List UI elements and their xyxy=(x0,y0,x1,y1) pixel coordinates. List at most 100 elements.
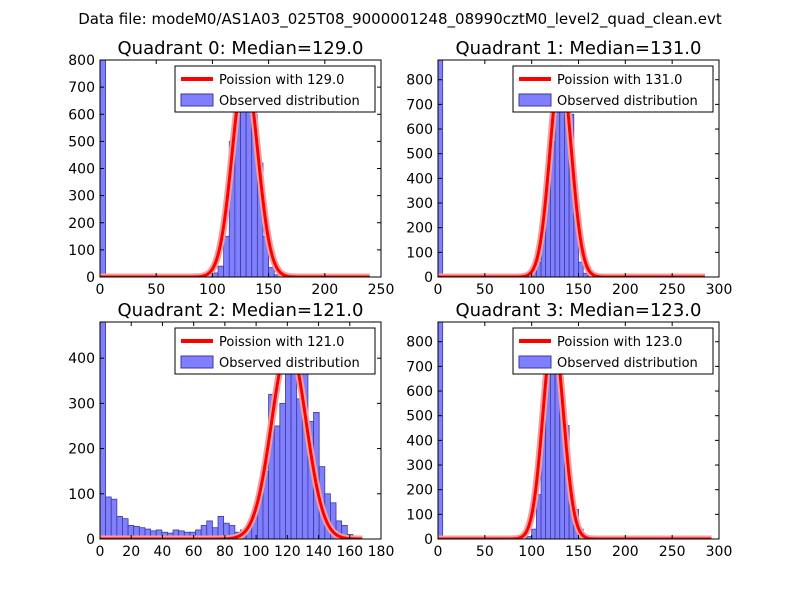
subplot-grid: Quadrant 0: Median=129.00 50 100 150 200 2500… xyxy=(68,38,732,560)
quadrant-3-bar xyxy=(531,528,537,539)
quadrant-2-bar xyxy=(290,362,298,539)
quadrant-2-bar xyxy=(105,496,112,539)
quadrant-2-bar xyxy=(110,498,118,539)
quadrant-2-xtick-label: 140 xyxy=(305,544,332,560)
quadrant-0-ytick-label: 600 xyxy=(68,107,95,123)
quadrant-2-ytick-label: 100 xyxy=(68,487,95,503)
quadrant-0-legend: Poission with 129.0 Observed distribution xyxy=(174,65,376,113)
quadrant-2-title: Quadrant 2: Median=121.0 xyxy=(118,300,364,321)
quadrant-0-xtick-label: 200 xyxy=(311,282,338,298)
quadrant-0-ytick-label: 0 xyxy=(86,270,95,286)
quadrant-0-poisson-curve xyxy=(100,69,371,277)
quadrant-2-xtick-label: 80 xyxy=(216,544,234,560)
quadrant-3-xtick-label: 100 xyxy=(518,544,545,560)
quadrant-1-ytick-label: 400 xyxy=(406,171,433,187)
quadrant-0-ytick-label: 500 xyxy=(68,134,95,150)
quadrant-1-bar xyxy=(582,272,589,277)
quadrant-3-ytick-label: 0 xyxy=(424,532,433,548)
quadrant-1-bar xyxy=(438,60,444,277)
quadrant-0-ytick-label: 700 xyxy=(68,80,95,96)
quadrant-1-xtick-label: 300 xyxy=(706,282,733,298)
quadrant-1-title: Quadrant 1: Median=131.0 xyxy=(456,38,702,59)
quadrant-3-ytick-label: 800 xyxy=(406,335,433,351)
quadrant-2-ytick-label: 200 xyxy=(68,442,95,458)
quadrant-1-xtick-label: 100 xyxy=(518,282,545,298)
quadrant-2-xtick-label: 60 xyxy=(185,544,203,560)
quadrant-2-legend-curve-label: Poission with 121.0 xyxy=(219,335,344,350)
quadrant-3-panel: Quadrant 3: Median=123.0 0 50 100 150 200 250 3… xyxy=(406,300,732,560)
quadrant-3-title: Quadrant 3: Median=123.0 xyxy=(456,300,702,321)
quadrant-1-legend-hist-label: Observed distribution xyxy=(557,94,698,109)
quadrant-3-legend: Poission with 123.0 Observed distribution xyxy=(512,327,714,375)
quadrant-3-xtick-label: 300 xyxy=(706,544,733,560)
quadrant-3-xtick-label: 50 xyxy=(476,544,494,560)
quadrant-1-legend-curve-label: Poission with 131.0 xyxy=(557,73,682,88)
quadrant-2-xtick-label: 120 xyxy=(274,544,301,560)
figure-suptitle: Data file: modeM0/AS1A03_025T08_90000012… xyxy=(78,10,722,29)
quadrant-0-legend-bar-swatch xyxy=(180,93,214,107)
quadrant-2-xtick-label: 20 xyxy=(122,544,140,560)
quadrant-2-poisson-curve xyxy=(100,343,363,539)
quadrant-3-xtick-label: 250 xyxy=(659,544,686,560)
quadrant-2-plot-area xyxy=(100,322,365,539)
quadrant-2-ytick-label: 0 xyxy=(86,532,95,548)
quadrant-3-ytick-label: 100 xyxy=(406,507,433,523)
quadrant-1-poisson-curve xyxy=(438,67,706,277)
quadrant-0-xtick-label: 150 xyxy=(255,282,282,298)
quadrant-1-legend-bar-swatch xyxy=(518,93,552,107)
quadrant-3-xtick-label: 0 xyxy=(434,544,443,560)
quadrant-1-ytick-label: 600 xyxy=(406,122,433,138)
quadrant-2-ytick-label: 300 xyxy=(68,396,95,412)
quadrant-1-plot-area xyxy=(438,60,708,277)
quadrant-0-ytick-label: 200 xyxy=(68,216,95,232)
quadrant-1-ytick-label: 500 xyxy=(406,147,433,163)
quadrant-1-ytick-label: 200 xyxy=(406,221,433,237)
quadrant-0-ytick-label: 800 xyxy=(68,53,95,69)
quadrant-2-bar xyxy=(341,525,348,539)
quadrant-2-xtick-label: 160 xyxy=(336,544,363,560)
quadrant-1-panel: Quadrant 1: Median=131.0 0 50 100 150 200 250 3… xyxy=(406,38,732,298)
quadrant-0-xtick-label: 50 xyxy=(147,282,165,298)
quadrant-1-xtick-label: 200 xyxy=(612,282,639,298)
quadrant-1-xtick-label: 250 xyxy=(659,282,686,298)
quadrant-0-bar xyxy=(217,265,225,277)
quadrant-0-ytick-label: 300 xyxy=(68,189,95,205)
quadrant-0-xtick-label: 250 xyxy=(368,282,395,298)
quadrant-3-legend-curve-label: Poission with 123.0 xyxy=(557,335,682,350)
quadrant-1-bar xyxy=(578,261,584,277)
quadrant-3-ytick-label: 200 xyxy=(406,483,433,499)
quadrant-3-poisson-curve xyxy=(438,332,713,539)
quadrant-2-axes-frame xyxy=(99,321,382,540)
quadrant-1-ytick-label: 800 xyxy=(406,73,433,89)
quadrant-2-xtick-label: 180 xyxy=(368,544,395,560)
quadrant-2-ytick-label: 400 xyxy=(68,351,95,367)
quadrant-3-legend-hist-label: Observed distribution xyxy=(557,356,698,371)
quadrant-2-legend-bar-swatch xyxy=(180,355,214,369)
quadrant-3-ytick-label: 600 xyxy=(406,384,433,400)
quadrant-0-xtick-label: 0 xyxy=(96,282,105,298)
quadrant-0-legend-curve-label: Poission with 129.0 xyxy=(219,73,344,88)
quadrant-2-bar xyxy=(279,402,286,539)
quadrant-2-panel: Quadrant 2: Median=121.00 20 40 60 80 100 120 1… xyxy=(68,300,394,560)
quadrant-3-ytick-label: 700 xyxy=(406,359,433,375)
quadrant-1-ytick-label: 700 xyxy=(406,97,433,113)
quadrant-0-ytick-label: 400 xyxy=(68,162,95,178)
quadrant-3-xtick-label: 200 xyxy=(612,544,639,560)
quadrant-3-legend-bar-swatch xyxy=(518,355,552,369)
quadrant-0-legend-hist-label: Observed distribution xyxy=(219,94,360,109)
quadrant-1-legend: Poission with 131.0 Observed distribution xyxy=(512,65,714,113)
quadrant-0-ytick-label: 100 xyxy=(68,243,95,259)
quadrant-1-xtick-label: 150 xyxy=(565,282,592,298)
quadrant-2-bar xyxy=(100,322,107,539)
quadrant-3-xtick-label: 150 xyxy=(565,544,592,560)
quadrant-0-bar xyxy=(268,267,275,277)
quadrant-0-title: Quadrant 0: Median=129.0 xyxy=(118,38,364,59)
quadrant-3-ytick-label: 500 xyxy=(406,409,433,425)
quadrant-0-panel: Quadrant 0: Median=129.0 0 50 100 150 200 250 0… xyxy=(68,38,394,298)
quadrant-3-ytick-label: 400 xyxy=(406,433,433,449)
quadrant-3-ytick-label: 300 xyxy=(406,458,433,474)
quadrant-0-xtick-label: 100 xyxy=(199,282,226,298)
quadrant-3-bar xyxy=(438,322,444,539)
quadrant-2-xtick-label: 0 xyxy=(96,544,105,560)
